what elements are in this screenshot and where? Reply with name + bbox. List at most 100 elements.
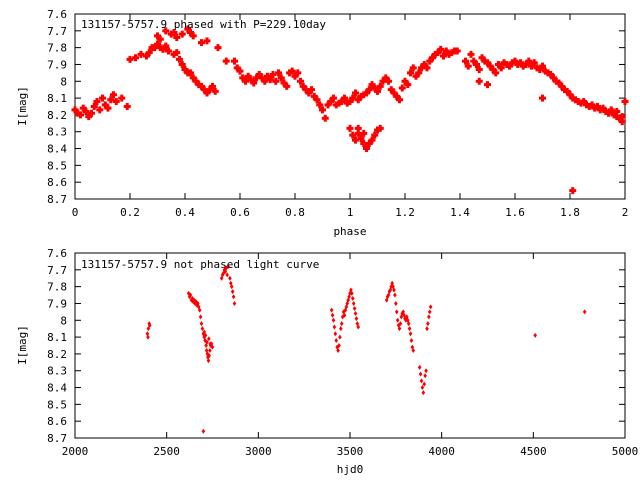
unphased-data-point xyxy=(340,314,345,320)
phased-data-point xyxy=(596,106,604,114)
unphased-data-point xyxy=(411,348,416,354)
unphased-data-point xyxy=(329,307,334,313)
phased-data-point xyxy=(360,129,368,137)
phased-data-point xyxy=(368,136,376,144)
unphased-data-point xyxy=(425,326,429,332)
phased-data-point xyxy=(200,86,208,94)
unphased-data-point xyxy=(338,334,342,340)
phased-data-point xyxy=(390,89,398,97)
phased-data-point xyxy=(475,77,483,85)
phased-x-tick-label: 1.2 xyxy=(395,206,415,219)
unphased-y-tick-label: 8.1 xyxy=(47,331,67,344)
phased-data-point xyxy=(349,131,357,139)
unphased-y-tick-label: 8.3 xyxy=(47,365,67,378)
phased-data-point xyxy=(176,55,183,63)
phased-data-point xyxy=(332,101,340,109)
phased-data-point xyxy=(178,30,186,38)
unphased-data-point xyxy=(204,343,208,348)
phased-data-point xyxy=(352,89,359,97)
phased-data-point xyxy=(379,77,387,85)
phased-data-point xyxy=(178,60,186,68)
unphased-y-axis-label: I[mag] xyxy=(16,325,29,365)
phased-data-point xyxy=(418,64,425,72)
phased-data-point xyxy=(354,124,362,132)
phased-data-point xyxy=(357,134,365,142)
phased-data-point xyxy=(189,32,197,40)
unphased-data-point xyxy=(350,295,355,301)
phased-data-point xyxy=(618,113,626,121)
phased-data-points xyxy=(71,25,629,195)
phased-data-point xyxy=(324,101,332,109)
unphased-data-point xyxy=(225,272,229,278)
unphased-data-point xyxy=(201,331,206,337)
phased-data-point xyxy=(514,60,522,68)
phased-y-tick-label: 7.9 xyxy=(47,58,67,71)
phased-data-point xyxy=(407,69,414,77)
unphased-x-tick-label: 5000 xyxy=(612,445,639,458)
phased-data-point xyxy=(566,91,574,99)
unphased-data-point xyxy=(223,269,228,274)
phased-data-point xyxy=(385,77,392,85)
phased-data-point xyxy=(112,97,120,105)
phased-data-point xyxy=(500,59,508,67)
unphased-data-point xyxy=(428,304,433,310)
phased-data-point xyxy=(330,94,337,102)
phased-data-point xyxy=(437,45,445,53)
phased-data-point xyxy=(470,57,478,65)
unphased-data-point xyxy=(408,331,413,337)
phased-data-point xyxy=(360,140,368,147)
phased-data-point xyxy=(497,64,505,72)
unphased-data-point xyxy=(352,306,357,311)
phased-data-point xyxy=(387,86,395,94)
phased-data-point xyxy=(613,108,621,116)
unphased-data-point xyxy=(417,364,422,370)
phased-data-point xyxy=(448,49,456,57)
phased-data-point xyxy=(365,140,373,147)
phased-data-point xyxy=(101,101,109,109)
unphased-x-tick-label: 2000 xyxy=(62,445,89,458)
phased-data-point xyxy=(335,99,343,107)
phased-data-point xyxy=(198,39,205,47)
unphased-data-point xyxy=(343,307,348,313)
phased-data-point xyxy=(156,44,164,52)
unphased-data-point xyxy=(230,289,235,295)
phased-data-point xyxy=(266,76,274,84)
phased-data-point xyxy=(486,62,494,70)
phased-data-point xyxy=(316,101,324,109)
phased-data-point xyxy=(489,66,497,73)
unphased-data-point xyxy=(342,312,347,318)
phased-data-point xyxy=(440,52,447,60)
phased-data-point xyxy=(96,106,104,114)
phased-data-point xyxy=(239,74,247,82)
phased-data-point xyxy=(555,79,563,87)
unphased-data-point xyxy=(406,321,411,327)
unphased-data-point xyxy=(229,284,234,290)
phased-data-point xyxy=(374,126,381,134)
phased-data-point xyxy=(610,111,618,119)
phased-data-point xyxy=(173,34,181,42)
unphased-data-point xyxy=(422,381,427,387)
phased-data-point xyxy=(79,104,87,112)
unphased-data-point xyxy=(226,263,230,269)
unphased-data-point xyxy=(207,353,211,359)
unphased-data-point xyxy=(392,287,396,293)
phased-data-point xyxy=(376,124,384,132)
phased-data-point xyxy=(145,49,153,57)
phased-data-point xyxy=(431,50,439,58)
phased-data-point xyxy=(371,131,379,139)
phased-data-point xyxy=(360,91,368,99)
unphased-y-tick-label: 8.7 xyxy=(47,432,67,445)
unphased-chart: 7.67.77.87.988.18.28.38.48.58.68.7 2000 2… xyxy=(16,247,638,476)
phased-data-point xyxy=(484,59,491,67)
unphased-data-point xyxy=(418,371,423,377)
phased-data-point xyxy=(508,59,516,67)
phased-data-point xyxy=(85,113,93,121)
unphased-y-tick-label: 7.6 xyxy=(47,247,67,260)
phased-data-point xyxy=(561,86,568,94)
unphased-x-ticks: 2000 2500 3000 3500 4000 4500 5000 xyxy=(62,253,639,458)
phased-data-point xyxy=(167,30,175,38)
phased-data-point xyxy=(503,60,511,68)
unphased-data-point xyxy=(354,316,359,322)
unphased-data-point xyxy=(351,300,356,306)
unphased-data-point xyxy=(231,294,236,300)
